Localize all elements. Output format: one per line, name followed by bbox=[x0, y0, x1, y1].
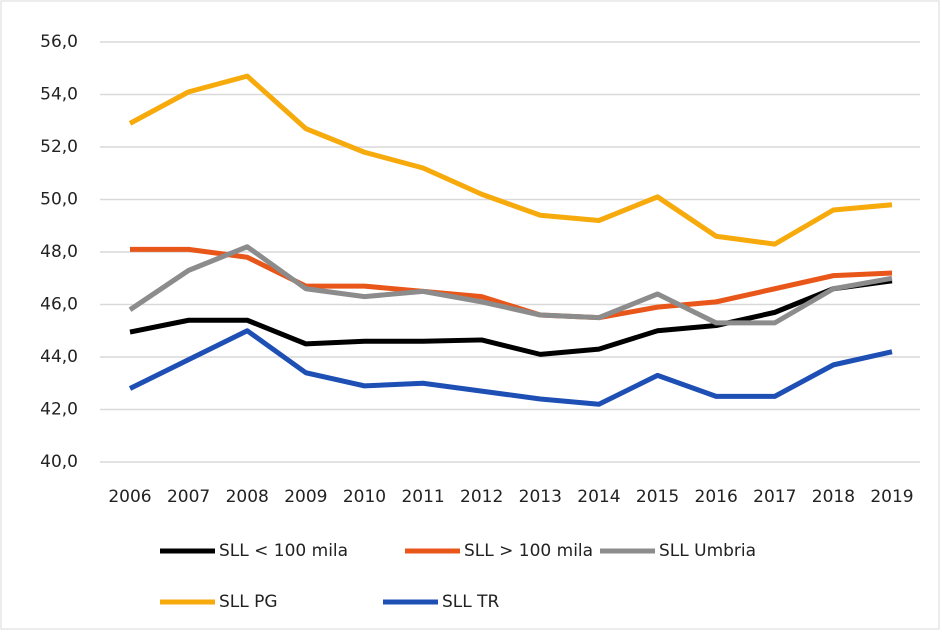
legend-label: SLL > 100 mila bbox=[464, 541, 593, 561]
legend-label: SLL < 100 mila bbox=[219, 541, 348, 561]
series-line bbox=[130, 246, 893, 321]
legend-label: SLL PG bbox=[219, 592, 278, 612]
x-tick-label: 2008 bbox=[226, 487, 269, 507]
y-tick-label: 40,0 bbox=[40, 452, 78, 472]
x-tick-label: 2018 bbox=[812, 487, 855, 507]
y-tick-label: 42,0 bbox=[40, 400, 78, 420]
series-line bbox=[129, 278, 893, 357]
legend-label: SLL Umbria bbox=[659, 541, 756, 561]
x-tick-label: 2014 bbox=[577, 487, 620, 507]
x-tick-label: 2019 bbox=[870, 487, 913, 507]
x-tick-label: 2011 bbox=[401, 487, 444, 507]
y-tick-label: 54,0 bbox=[40, 85, 78, 105]
y-tick-label: 46,0 bbox=[40, 295, 78, 315]
y-tick-label: 48,0 bbox=[40, 242, 78, 262]
x-tick-label: 2015 bbox=[636, 487, 679, 507]
x-tick-label: 2013 bbox=[519, 487, 562, 507]
x-tick-label: 2006 bbox=[108, 487, 151, 507]
x-tick-label: 2009 bbox=[284, 487, 327, 507]
x-tick-label: 2012 bbox=[460, 487, 503, 507]
x-tick-label: 2016 bbox=[695, 487, 738, 507]
y-tick-label: 52,0 bbox=[40, 137, 78, 157]
series-line bbox=[128, 328, 893, 407]
x-tick-label: 2010 bbox=[343, 487, 386, 507]
y-tick-label: 50,0 bbox=[40, 190, 78, 210]
series-line bbox=[128, 73, 893, 247]
series-line bbox=[128, 244, 893, 326]
y-tick-label: 56,0 bbox=[40, 32, 78, 52]
legend-label: SLL TR bbox=[442, 592, 500, 612]
y-tick-label: 44,0 bbox=[40, 347, 78, 367]
x-tick-label: 2017 bbox=[753, 487, 796, 507]
x-tick-label: 2007 bbox=[167, 487, 210, 507]
